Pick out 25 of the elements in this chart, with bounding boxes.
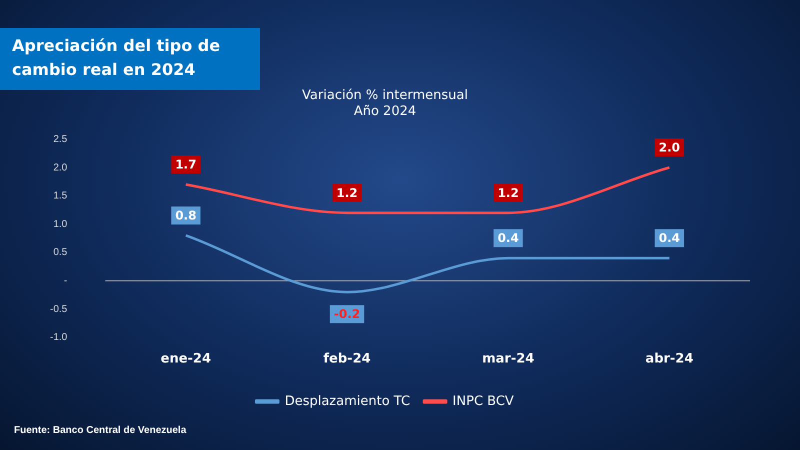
y-tick-label: 2.5 [53,134,68,145]
x-tick-label: feb-24 [323,352,371,367]
legend-label: Desplazamiento TC [284,394,410,409]
y-tick-label: 0.5 [53,247,68,258]
data-label: 1.2 [336,186,358,200]
data-label: 0.8 [175,208,196,223]
y-tick-label: -0.5 [50,304,68,315]
y-tick-label: 2.0 [53,162,68,174]
source-note: Fuente: Banco Central de Venezuela [14,425,186,436]
data-label: 1.2 [498,186,519,200]
x-tick-label: ene-24 [160,352,212,367]
data-label: 0.4 [498,231,519,246]
legend-label: INPC BCV [452,394,514,409]
data-label: 2.0 [658,140,680,155]
data-label: 1.7 [175,158,196,172]
x-tick-label: mar-24 [482,352,534,367]
y-tick-label: -1.0 [50,332,68,344]
chart-title: Apreciación del tipo de cambio real en 2024 [0,28,260,90]
chart-subtitle: Variación % intermensual Año 2024 [302,88,468,119]
data-label: -0.2 [334,307,360,322]
data-label: 0.4 [658,231,680,246]
y-tick-label: 1.5 [53,190,68,202]
y-tick-label: - [64,276,68,287]
x-tick-label: abr-24 [645,352,694,367]
y-tick-label: 1.0 [53,218,68,230]
